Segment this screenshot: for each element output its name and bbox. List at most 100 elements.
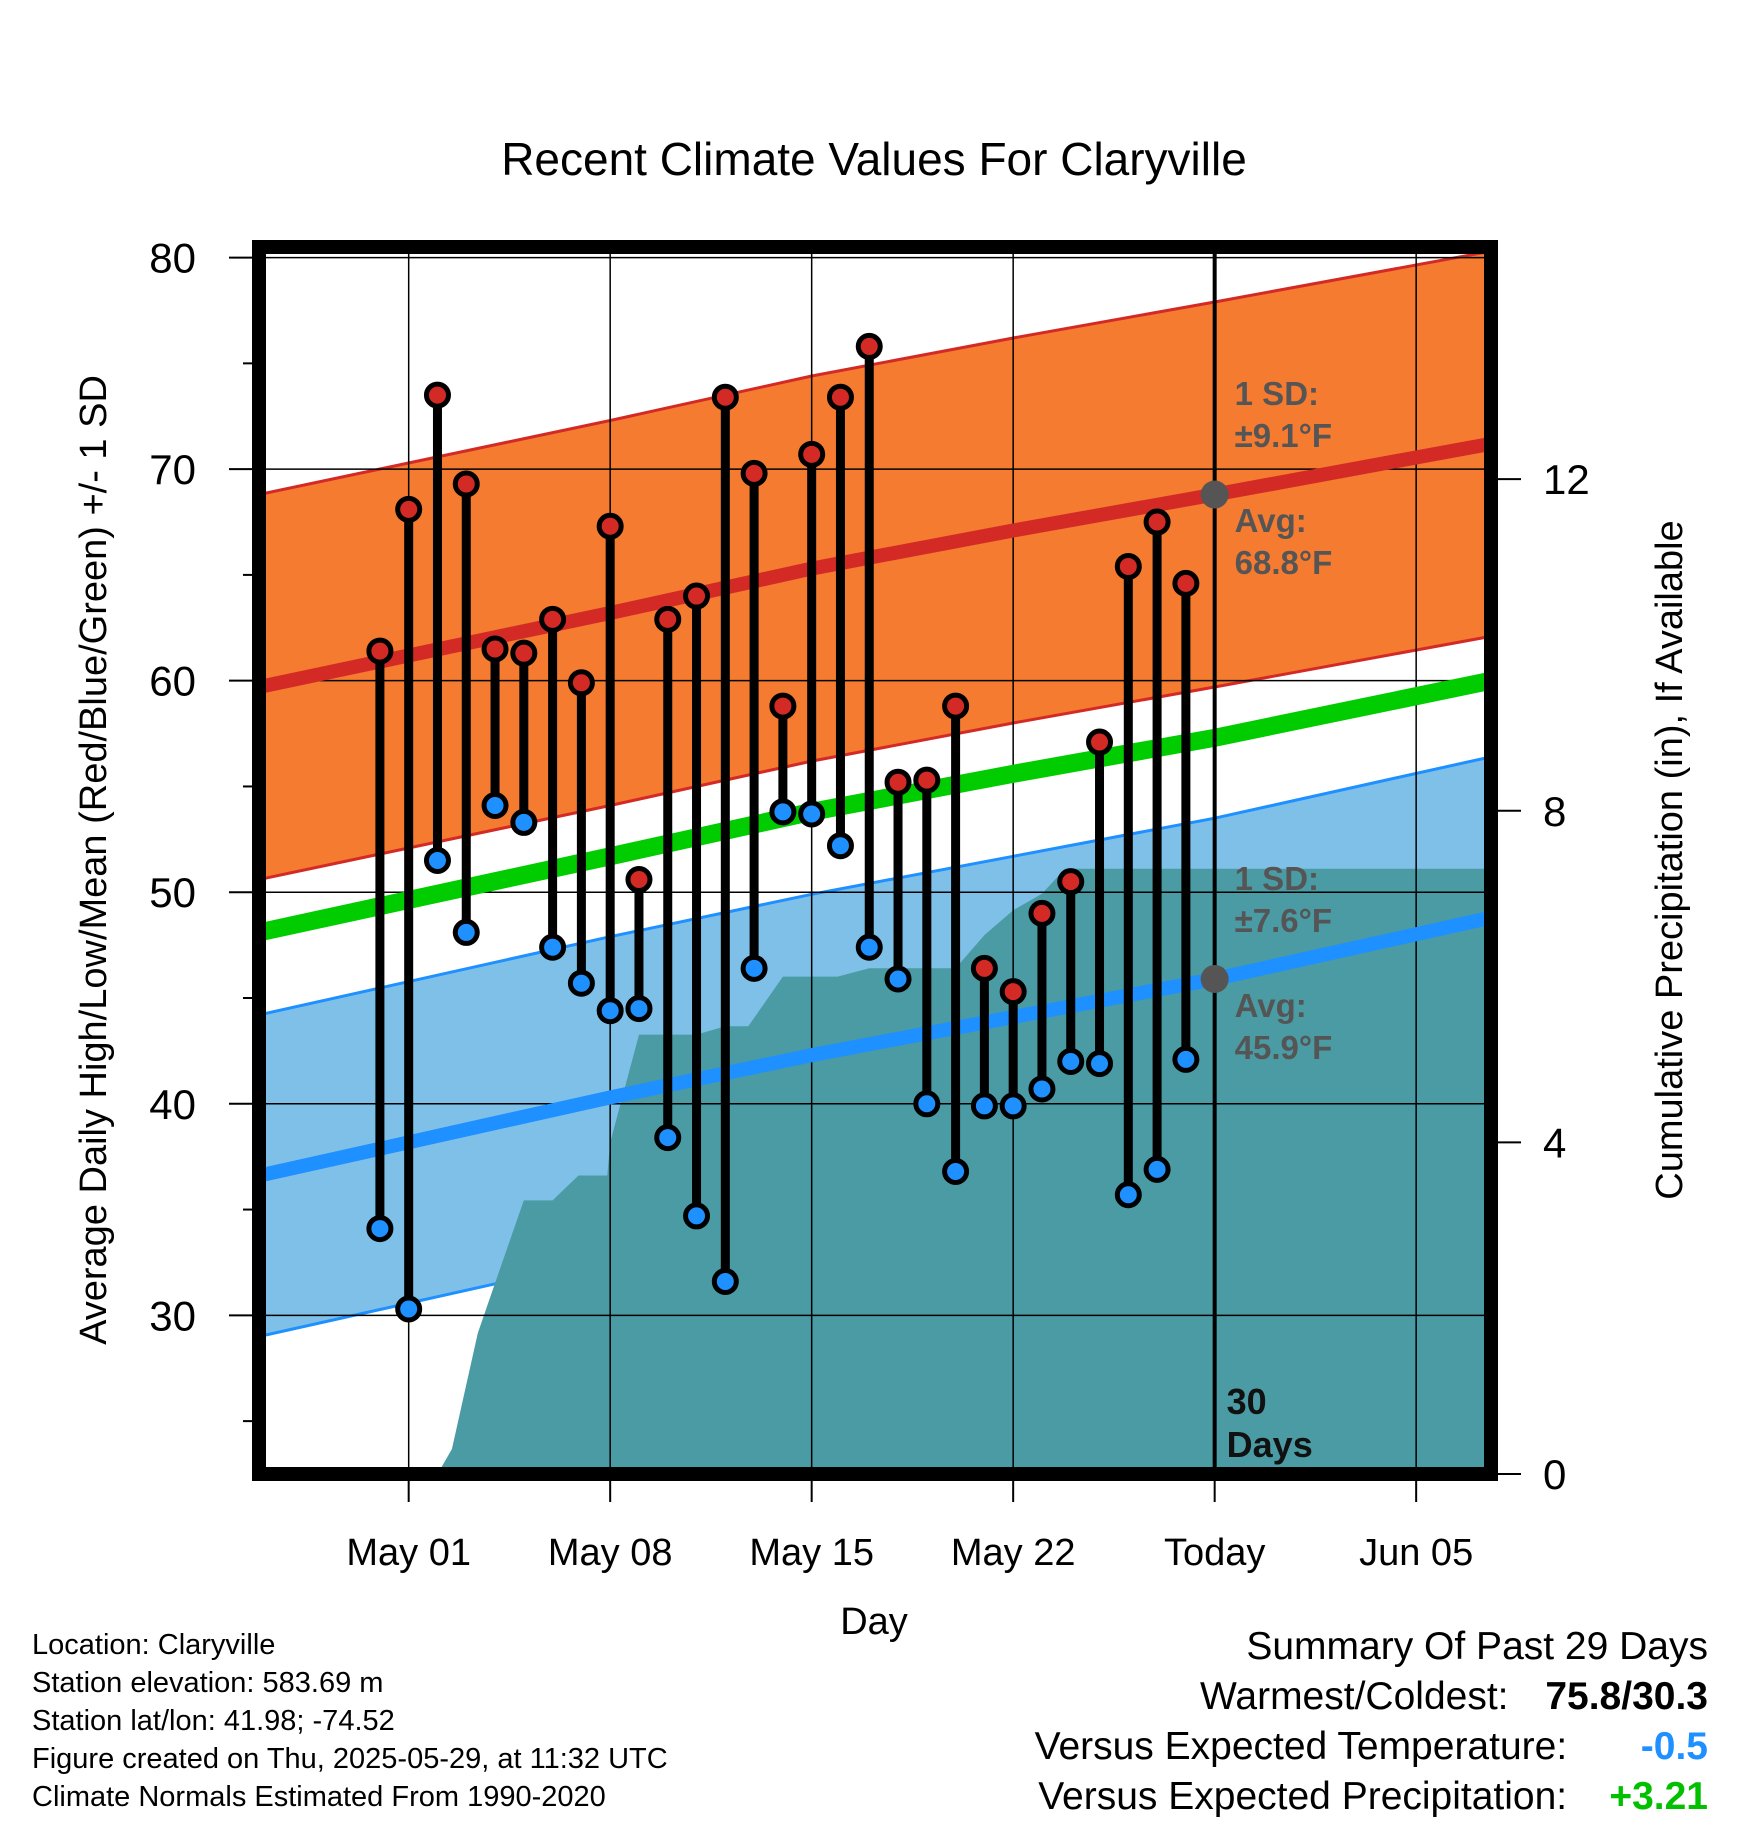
high-sd-band xyxy=(259,251,1491,880)
daily-high-point xyxy=(769,692,797,720)
daily-high-point xyxy=(1143,508,1171,536)
daily-low-point xyxy=(625,995,653,1023)
daily-high-point xyxy=(798,440,826,468)
high-avg-value: 68.8°F xyxy=(1235,544,1333,581)
daily-high-point xyxy=(884,768,912,796)
daily-high-point xyxy=(740,459,768,487)
daily-high-point xyxy=(1172,569,1200,597)
daily-low-point xyxy=(683,1202,711,1230)
daily-high-point xyxy=(855,332,883,360)
y-axis-right-label: Cumulative Precipitation (in), If Availa… xyxy=(1649,520,1691,1199)
daily-low-point xyxy=(452,918,480,946)
plot-frame xyxy=(252,240,1498,1481)
low-sd-value: ±7.6°F xyxy=(1235,902,1332,939)
x-tick-label: Today xyxy=(1164,1532,1265,1574)
temp-label: Versus Expected Temperature: xyxy=(1034,1725,1568,1768)
plot-area xyxy=(259,247,1491,1474)
daily-high-point xyxy=(1114,552,1142,580)
x-tick-label: May 01 xyxy=(346,1532,471,1574)
latlon-text: Station lat/lon: 41.98; -74.52 xyxy=(32,1705,395,1737)
x-tick-label: Jun 05 xyxy=(1359,1532,1473,1574)
temp-value: -0.5 xyxy=(1640,1725,1708,1768)
high-sd-label: 1 SD: xyxy=(1235,375,1319,412)
daily-low-point xyxy=(970,1092,998,1120)
daily-low-point xyxy=(1028,1075,1056,1103)
y-right-tick-label: 12 xyxy=(1543,456,1590,503)
created-text: Figure created on Thu, 2025-05-29, at 11… xyxy=(32,1743,668,1775)
daily-high-point xyxy=(970,954,998,982)
daily-low-point xyxy=(366,1215,394,1243)
warm-cold-label: Warmest/Coldest: xyxy=(1200,1675,1509,1718)
daily-high-point xyxy=(683,582,711,610)
daily-high-point xyxy=(625,866,653,894)
period-unit-label: Days xyxy=(1227,1424,1313,1465)
normal-low-line xyxy=(259,910,1491,1183)
summary-precip: Versus Expected Precipitation: +3.21 xyxy=(1035,1772,1708,1822)
daily-high-point xyxy=(826,383,854,411)
daily-high-point xyxy=(510,639,538,667)
daily-high-point xyxy=(481,635,509,663)
daily-high-point xyxy=(452,470,480,498)
x-tick-label: May 22 xyxy=(951,1532,1076,1574)
daily-high-point xyxy=(1086,728,1114,756)
daily-low-point xyxy=(1172,1045,1200,1073)
warm-cold-value: 75.8/30.3 xyxy=(1545,1675,1708,1718)
location-text: Location: Claryville xyxy=(32,1629,276,1661)
x-tick-label: May 08 xyxy=(548,1532,673,1574)
daily-low-point xyxy=(884,965,912,993)
daily-low-point xyxy=(798,800,826,828)
daily-low-point xyxy=(510,808,538,836)
today-low-avg-dot xyxy=(1200,964,1229,993)
daily-low-point xyxy=(769,798,797,826)
daily-high-point xyxy=(1057,868,1085,896)
precip-value: +3.21 xyxy=(1609,1775,1708,1818)
low-avg-value: 45.9°F xyxy=(1235,1029,1333,1066)
daily-high-point xyxy=(423,381,451,409)
daily-low-point xyxy=(855,933,883,961)
daily-high-point xyxy=(999,978,1027,1006)
daily-low-point xyxy=(423,847,451,874)
daily-low-point xyxy=(942,1157,970,1185)
x-axis-label: Day xyxy=(840,1601,908,1643)
daily-low-point xyxy=(1143,1155,1171,1183)
summary-panel: Summary Of Past 29 Days Warmest/Coldest:… xyxy=(1035,1622,1708,1822)
normals-text: Climate Normals Estimated From 1990-2020 xyxy=(32,1781,606,1813)
daily-low-point xyxy=(1057,1047,1085,1075)
daily-high-point xyxy=(596,512,624,540)
y-left-tick-label: 60 xyxy=(149,658,196,705)
daily-low-point xyxy=(567,969,595,997)
high-sd-value: ±9.1°F xyxy=(1235,417,1332,454)
daily-low-point xyxy=(999,1092,1027,1120)
station-info: Location: Claryville Station elevation: … xyxy=(32,1626,668,1816)
daily-high-point xyxy=(1028,899,1056,927)
y-left-tick-label: 80 xyxy=(149,235,196,282)
daily-high-point xyxy=(395,495,423,523)
daily-high-point xyxy=(567,669,595,697)
y-axis-left-label: Average Daily High/Low/Mean (Red/Blue/Gr… xyxy=(73,375,115,1345)
daily-low-point xyxy=(1086,1050,1114,1078)
y-left-tick-label: 50 xyxy=(149,869,196,916)
summary-warm-cold: Warmest/Coldest: 75.8/30.3 xyxy=(1035,1672,1708,1722)
x-tick-label: May 15 xyxy=(749,1532,874,1574)
elevation-text: Station elevation: 583.69 m xyxy=(32,1667,384,1699)
summary-title: Summary Of Past 29 Days xyxy=(1246,1625,1708,1668)
chart-title: Recent Climate Values For Claryville xyxy=(501,133,1247,185)
daily-low-point xyxy=(740,954,768,982)
y-right-tick-label: 8 xyxy=(1543,788,1566,835)
daily-low-point xyxy=(826,832,854,860)
daily-low-point xyxy=(1114,1181,1142,1209)
y-right-tick-label: 4 xyxy=(1543,1119,1566,1166)
daily-low-point xyxy=(654,1124,682,1152)
high-band-upper-edge xyxy=(259,249,1491,496)
low-sd-label: 1 SD: xyxy=(1235,860,1319,897)
daily-high-point xyxy=(654,605,682,633)
daily-low-point xyxy=(711,1267,739,1295)
daily-low-point xyxy=(395,1295,423,1323)
today-high-avg-dot xyxy=(1200,480,1229,509)
daily-low-point xyxy=(539,933,567,961)
daily-low-point xyxy=(596,997,624,1025)
daily-low-point xyxy=(913,1090,941,1118)
high-avg-label: Avg: xyxy=(1235,502,1307,539)
daily-high-point xyxy=(366,637,394,665)
